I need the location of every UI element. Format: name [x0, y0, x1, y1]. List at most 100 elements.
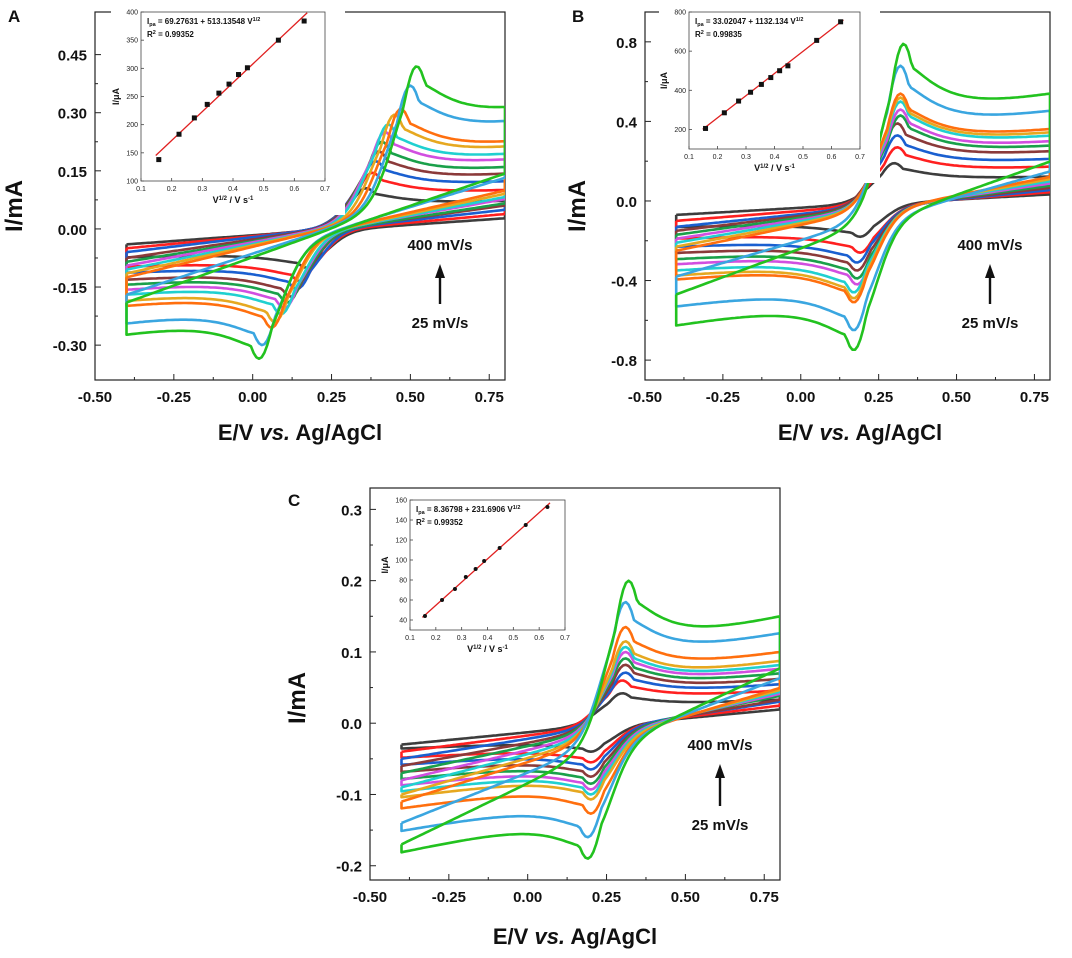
x-axis-label-prefix: E/V	[218, 420, 260, 445]
inset-equation-main: = 8.36798 + 231.6906 V	[425, 505, 514, 514]
inset-x-tick-label: 0.7	[320, 186, 330, 193]
inset-data-point	[838, 19, 844, 25]
inset-data-point	[191, 115, 197, 121]
x-tick-label: -0.50	[628, 389, 662, 406]
inset-y-tick-label: 140	[395, 518, 407, 525]
inset-data-point	[176, 131, 182, 137]
inset-x-tick-label: 0.4	[483, 635, 493, 642]
inset-data-point	[473, 567, 478, 571]
inset-x-tick-label: 0.6	[534, 635, 544, 642]
cv-curve-8	[674, 96, 1050, 300]
x-axis-label: E/V vs. Ag/AgCl	[493, 924, 657, 949]
x-axis-label-suffix: Ag/AgCl	[290, 420, 382, 445]
cv-curve-10	[400, 600, 780, 839]
inset-data-point	[814, 37, 820, 43]
inset-x-tick-label: 0.2	[431, 635, 441, 642]
inset-data-point	[226, 81, 232, 87]
inset-y-tick-label: 300	[126, 66, 138, 73]
inset-x-tick-label: 0.7	[560, 635, 570, 642]
x-tick-label: -0.50	[78, 389, 112, 406]
inset-data-point	[156, 157, 162, 163]
x-axis-label-prefix: E/V	[778, 420, 820, 445]
cv-curve-9	[125, 107, 505, 329]
inset-y-label: I/μA	[659, 72, 669, 90]
cv-curve-1	[674, 161, 1050, 239]
inset-y-tick-label: 350	[126, 38, 138, 45]
inset-data-point	[301, 18, 307, 24]
arrow-bottom-label: 25 mV/s	[962, 315, 1019, 332]
inset-x-label-suffix: / V s	[227, 195, 248, 205]
inset-y-tick-label: 80	[399, 578, 407, 585]
x-tick-label: 0.00	[513, 889, 542, 906]
x-tick-label: 0.50	[942, 389, 971, 406]
y-tick-label: -0.4	[611, 274, 638, 291]
inset-data-point	[275, 37, 281, 43]
panel-letter: B	[572, 7, 584, 26]
inset-equation-sub: pa	[149, 22, 156, 28]
inset-data-point	[768, 75, 774, 81]
y-tick-label: 0.45	[58, 48, 87, 65]
x-tick-label: 0.25	[317, 389, 346, 406]
cv-curve-11	[400, 579, 780, 860]
cv-curve-7	[674, 100, 1050, 294]
inset-equation-sub: pa	[697, 22, 704, 28]
panel-letter: A	[8, 7, 20, 26]
x-axis-label-italic: vs.	[534, 924, 565, 949]
inset-data-point	[721, 110, 727, 116]
cv-curve-2	[674, 146, 1050, 254]
panel-a: A -0.30 -0.15 0.00 0.15 0.30 0.45 -0.50 -0.25 0.0…	[1, 6, 506, 445]
inset-y-tick-label: 250	[126, 94, 138, 101]
inset-plot: 0.1 0.2 0.3 0.4 0.5 0.6 0.7 40 60 80 100 120 140 160 I…	[380, 494, 585, 664]
inset-equation-prefix: I	[695, 17, 697, 26]
inset-x-tick-label: 0.1	[684, 154, 694, 161]
inset-equation-sub: pa	[418, 510, 425, 516]
inset-equation-prefix: I	[147, 17, 149, 26]
inset-y-label: I/μA	[111, 88, 121, 106]
y-tick-label: 0.2	[341, 574, 362, 591]
inset-x-label-sup: 1/2	[760, 164, 769, 170]
inset-y-tick-label: 100	[395, 558, 407, 565]
x-tick-label: -0.25	[706, 389, 740, 406]
inset-r2-sup: 2	[701, 30, 704, 36]
inset-data-point	[703, 125, 709, 131]
inset-equation-main: = 69.27631 + 513.13548 V	[156, 17, 254, 26]
inset-data-point	[785, 63, 791, 69]
inset-data-point	[545, 505, 550, 509]
inset-background	[659, 6, 880, 183]
arrow-bottom-label: 25 mV/s	[412, 315, 469, 332]
inset-x-label: V1/2 / V s-1	[213, 195, 254, 205]
inset-x-tick-label: 0.5	[259, 186, 269, 193]
inset-y-tick-label: 200	[126, 122, 138, 129]
inset-y-tick-label: 100	[126, 179, 138, 186]
inset-data-point	[482, 559, 487, 563]
inset-r2-value: = 0.99835	[704, 30, 743, 39]
panel-b: B-0.8-0.40.00.40.8-0.50 -0.25 0.00 0.25 0.50…	[564, 6, 1051, 445]
arrow-top-label: 400 mV/s	[957, 237, 1022, 254]
inset-data-point	[236, 72, 242, 78]
y-tick-label: -0.8	[611, 353, 637, 370]
cv-curve-11	[674, 42, 1050, 351]
arrow-top-label: 400 mV/s	[407, 237, 472, 254]
inset-x-tick-label: 0.2	[713, 154, 723, 161]
inset-background	[111, 6, 345, 215]
x-axis-label-suffix: Ag/AgCl	[850, 420, 942, 445]
inset-data-point	[204, 101, 210, 107]
inset-x-tick-label: 0.3	[741, 154, 751, 161]
y-tick-label: -0.2	[336, 859, 362, 876]
cv-curve-3	[674, 134, 1050, 264]
inset-equation-sup: 1/2	[513, 505, 521, 511]
inset-r2-value: = 0.99352	[156, 30, 195, 39]
cv-curve-10	[674, 64, 1050, 332]
x-tick-label: 0.25	[592, 889, 621, 906]
inset-data-point	[440, 598, 445, 602]
inset-y-tick-label: 200	[674, 127, 686, 134]
cv-curve-10	[125, 84, 505, 347]
x-tick-label: 0.00	[786, 389, 815, 406]
inset-plot: 0.1 0.2 0.3 0.4 0.5 0.6 0.7 100 150 200 250 300 350 4…	[111, 6, 345, 215]
inset-r2-prefix: R	[416, 518, 422, 527]
x-tick-label: 0.25	[864, 389, 893, 406]
y-tick-label: 0.15	[58, 164, 87, 181]
inset-equation-main: = 33.02047 + 1132.134 V	[704, 17, 797, 26]
inset-data-point	[736, 98, 742, 104]
inset-y-tick-label: 800	[674, 10, 686, 17]
